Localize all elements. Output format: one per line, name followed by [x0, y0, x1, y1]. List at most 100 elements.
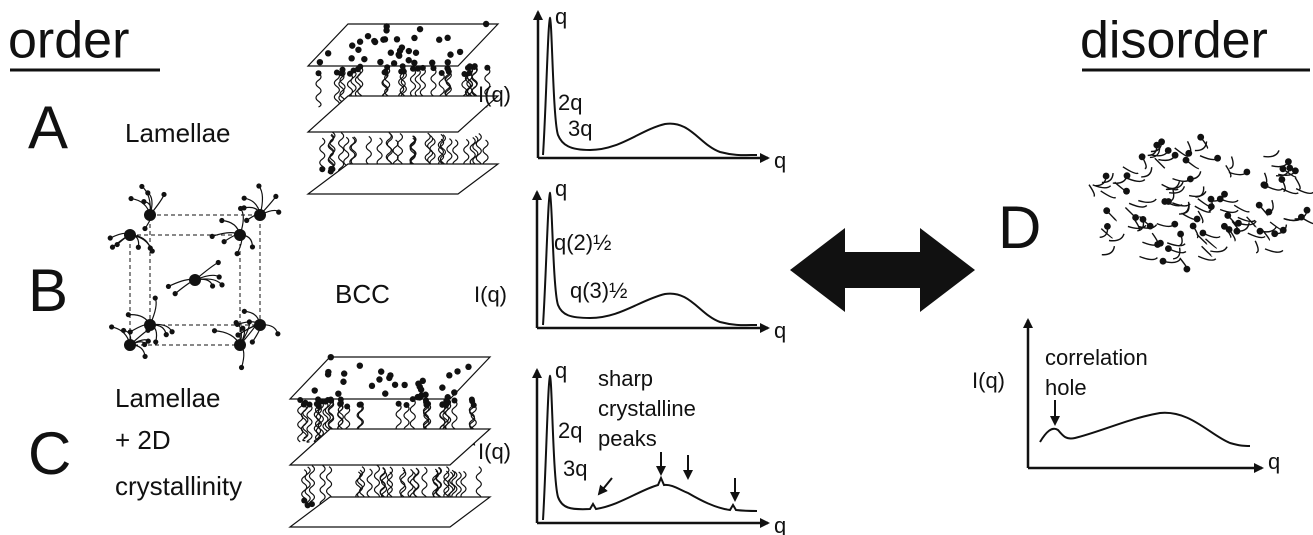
- chain: [1089, 185, 1094, 197]
- head-group: [376, 376, 382, 382]
- panel-letter: C: [28, 420, 71, 487]
- head-group: [430, 65, 436, 71]
- head-group: [445, 66, 451, 72]
- head-group: [387, 372, 393, 378]
- chain: [316, 73, 321, 107]
- head-group: [413, 50, 419, 56]
- head-group: [302, 400, 308, 406]
- head-group: [369, 383, 375, 389]
- head-group: [1132, 214, 1139, 221]
- peak-label: 2q: [558, 90, 582, 115]
- chain: [1248, 233, 1265, 237]
- panel-description: crystallinity: [115, 471, 242, 501]
- y-axis-label: I(q): [474, 282, 507, 307]
- head-group: [1103, 173, 1110, 180]
- micelle-core: [144, 319, 156, 331]
- head-group: [447, 51, 453, 57]
- head-group: [305, 502, 311, 508]
- chain: [1140, 257, 1158, 260]
- chain: [1198, 256, 1216, 260]
- head-group: [141, 199, 146, 204]
- head-group: [142, 354, 147, 359]
- chain: [1295, 178, 1300, 190]
- head-group: [1160, 258, 1167, 265]
- head-group: [1256, 202, 1263, 209]
- head-group: [1172, 152, 1179, 159]
- y-axis-label: I(q): [478, 82, 511, 107]
- head-group: [1184, 266, 1191, 273]
- chain: [1129, 203, 1147, 207]
- annotation: hole: [1045, 375, 1087, 400]
- chain: [1226, 165, 1231, 177]
- head-group: [1279, 176, 1286, 183]
- head-group: [316, 70, 322, 76]
- head-group: [1235, 220, 1242, 227]
- head-group: [442, 402, 448, 408]
- head-group: [273, 194, 278, 199]
- head-group: [142, 226, 147, 231]
- head-group: [212, 328, 217, 333]
- head-group: [1190, 223, 1197, 230]
- chain: [303, 403, 308, 441]
- head-group: [454, 368, 460, 374]
- lamella-plane: [290, 429, 490, 465]
- head-group: [312, 387, 318, 393]
- head-group: [335, 390, 341, 396]
- head-group: [1103, 207, 1110, 214]
- head-group: [1165, 198, 1172, 205]
- head-group: [344, 404, 350, 410]
- peak-label: q: [555, 4, 567, 29]
- head-group: [446, 372, 452, 378]
- head-group: [1197, 134, 1204, 141]
- head-group: [1187, 176, 1194, 183]
- head-group: [1304, 207, 1311, 214]
- peak-label: q(3)½: [570, 278, 627, 303]
- chain: [1101, 191, 1116, 198]
- arrow: [599, 478, 612, 494]
- head-group: [235, 251, 240, 256]
- chain: [302, 470, 307, 501]
- head-group: [108, 235, 113, 240]
- scattering-curve: [1040, 413, 1250, 446]
- head-group: [388, 50, 394, 56]
- panel-letter: B: [28, 257, 68, 324]
- head-group: [1165, 147, 1172, 154]
- head-group: [1214, 155, 1221, 162]
- head-group: [126, 312, 131, 317]
- head-group: [338, 396, 344, 402]
- head-group: [244, 218, 249, 223]
- head-group: [357, 362, 363, 368]
- peak-label: 3q: [568, 116, 592, 141]
- head-group: [439, 384, 445, 390]
- head-group: [1104, 223, 1111, 230]
- head-group: [355, 47, 361, 53]
- chain: [1206, 239, 1217, 248]
- head-group: [173, 291, 178, 296]
- x-axis-label: q: [774, 318, 786, 343]
- head-group: [1171, 221, 1178, 228]
- head-group: [382, 390, 388, 396]
- head-group: [1183, 157, 1190, 164]
- head-group: [314, 401, 320, 407]
- head-group: [319, 166, 325, 172]
- head-group: [415, 380, 421, 386]
- head-group: [276, 210, 281, 215]
- head-group: [1244, 169, 1251, 176]
- head-group: [1165, 245, 1172, 252]
- head-group: [429, 60, 435, 66]
- head-group: [340, 379, 346, 385]
- head-group: [355, 66, 361, 72]
- head-group: [349, 42, 355, 48]
- head-group: [1157, 240, 1164, 247]
- annotation: sharp: [598, 366, 653, 391]
- head-group: [445, 59, 451, 65]
- head-group: [250, 244, 255, 249]
- head-group: [1285, 158, 1292, 165]
- head-group: [110, 245, 115, 250]
- micelle-core: [254, 209, 266, 221]
- head-group: [236, 332, 241, 337]
- y-axis-label: I(q): [478, 439, 511, 464]
- head-group: [467, 63, 473, 69]
- head-group: [109, 324, 114, 329]
- head-group: [357, 402, 363, 408]
